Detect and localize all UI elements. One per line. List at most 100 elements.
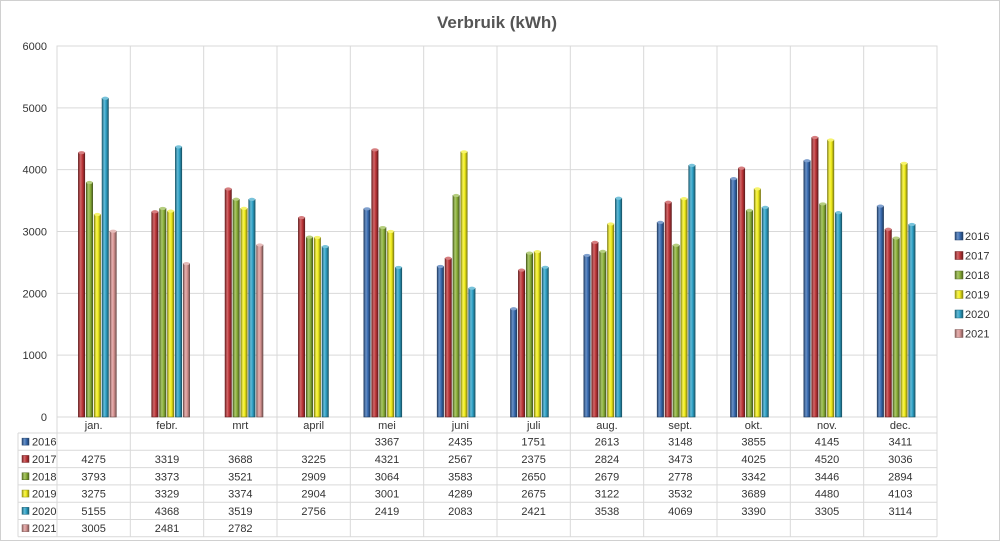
bar-2021-febr.[interactable]: [182, 263, 190, 418]
bar-top-2018-mrt: [232, 197, 240, 201]
bar-2017-dec.[interactable]: [884, 228, 892, 418]
bar-top-2019-juli: [534, 249, 541, 254]
bar-2018-aug.[interactable]: [599, 251, 607, 418]
bar-2020-okt.[interactable]: [761, 207, 769, 418]
chart-title: Verbruik (kWh): [437, 13, 557, 32]
bar-2016-dec.[interactable]: [876, 205, 884, 418]
table-cell: 4103: [888, 489, 912, 501]
table-cell: 2083: [448, 506, 472, 518]
table-cell: 4480: [815, 489, 839, 501]
bar-top-2016-nov.: [803, 159, 811, 163]
bar-2017-nov.[interactable]: [811, 137, 819, 418]
bar-2018-april[interactable]: [305, 236, 313, 418]
bar-top-2018-jan.: [86, 180, 93, 185]
bar-top-2019-dec.: [900, 161, 908, 165]
table-cell: 3538: [595, 506, 619, 518]
bar-2019-okt.[interactable]: [753, 188, 761, 418]
bar-2019-april[interactable]: [313, 237, 321, 418]
table-cell: 3148: [668, 437, 692, 449]
bar-2019-febr.[interactable]: [167, 210, 175, 418]
bar-2020-nov.[interactable]: [835, 212, 843, 418]
bar-2017-aug.[interactable]: [591, 242, 599, 418]
bar-2018-mrt[interactable]: [232, 198, 240, 418]
bar-2016-mei[interactable]: [363, 208, 371, 418]
bar-2017-juli[interactable]: [518, 269, 526, 418]
table-cell: 3001: [375, 489, 399, 501]
bar-2019-jan.[interactable]: [93, 214, 101, 418]
bar-2017-juni[interactable]: [444, 257, 452, 418]
bar-2016-sept.[interactable]: [656, 222, 664, 418]
bar-2020-jan.[interactable]: [101, 97, 109, 418]
table-row-label: 2017: [32, 454, 56, 466]
bar-2019-dec.[interactable]: [900, 162, 908, 418]
bar-2017-sept.[interactable]: [664, 201, 672, 418]
bar-2020-mei[interactable]: [395, 267, 403, 418]
table-cell: 3473: [668, 454, 692, 466]
bar-2017-febr.[interactable]: [151, 211, 159, 418]
bar-2017-mrt[interactable]: [224, 188, 232, 418]
bar-2019-aug.[interactable]: [607, 223, 615, 418]
table-cell: 2824: [595, 454, 619, 466]
bar-2021-mrt[interactable]: [256, 244, 264, 418]
bar-2018-febr.[interactable]: [159, 208, 167, 418]
table-cell: 2435: [448, 437, 472, 449]
y-tick-label: 5000: [23, 103, 47, 115]
bar-2016-nov.[interactable]: [803, 160, 811, 418]
bar-2020-juni[interactable]: [468, 287, 476, 418]
bar-top-2020-april: [322, 244, 329, 249]
bar-2016-juni[interactable]: [436, 266, 444, 418]
bar-2017-april[interactable]: [298, 217, 306, 418]
bar-2018-juni[interactable]: [452, 195, 460, 418]
bar-2020-febr.[interactable]: [175, 146, 183, 418]
bar-2021-jan.[interactable]: [109, 230, 117, 418]
bar-2017-mei[interactable]: [371, 149, 379, 418]
bar-2018-juli[interactable]: [525, 252, 533, 418]
table-cell: 3367: [375, 437, 399, 449]
bar-top-2016-juni: [437, 264, 444, 269]
table-cell: 3411: [889, 437, 913, 449]
legend-key-2020: [954, 309, 964, 319]
table-cell: 3005: [81, 523, 105, 535]
bar-2019-juni[interactable]: [460, 151, 468, 418]
bar-2016-juli[interactable]: [510, 308, 518, 418]
bar-top-2021-mrt: [256, 243, 263, 247]
table-cell: 2778: [668, 471, 692, 483]
bar-2018-jan.[interactable]: [85, 182, 93, 418]
bar-2019-mei[interactable]: [387, 231, 395, 418]
bar-top-2018-juni: [452, 193, 460, 198]
bar-2018-sept.[interactable]: [672, 244, 680, 418]
table-cell: 3446: [815, 471, 839, 483]
bar-2017-jan.[interactable]: [78, 152, 86, 418]
bar-top-2016-okt.: [730, 177, 737, 181]
table-cell: 3275: [81, 489, 105, 501]
table-cell: 4368: [155, 506, 179, 518]
bar-2020-aug.[interactable]: [615, 197, 623, 418]
table-key-2016: [21, 437, 30, 446]
table-cell: 2650: [521, 471, 545, 483]
bar-2019-nov.[interactable]: [827, 139, 835, 418]
bar-2016-okt.[interactable]: [730, 178, 738, 418]
table-cell: 4275: [81, 454, 105, 466]
bar-2018-nov.[interactable]: [819, 203, 827, 418]
table-cell: 3373: [155, 471, 179, 483]
table-cell: 2419: [375, 506, 399, 518]
y-tick-label: 6000: [23, 41, 47, 53]
bar-top-2018-sept.: [672, 243, 680, 247]
bar-top-2017-nov.: [811, 135, 819, 140]
bar-2020-juli[interactable]: [541, 267, 549, 418]
bar-2018-mei[interactable]: [379, 227, 387, 418]
table-key-2020: [21, 507, 30, 515]
bar-2018-dec.[interactable]: [892, 237, 900, 418]
bar-2018-okt.[interactable]: [745, 210, 753, 418]
table-cell: 3532: [668, 489, 692, 501]
bar-2020-sept.[interactable]: [688, 165, 696, 418]
bar-2020-april[interactable]: [321, 246, 329, 418]
table-cell: 3583: [448, 471, 472, 483]
bar-2020-mrt[interactable]: [248, 199, 256, 418]
bar-2020-dec.[interactable]: [908, 224, 916, 418]
bar-2019-sept.[interactable]: [680, 198, 688, 418]
bar-2019-mrt[interactable]: [240, 208, 248, 418]
bar-2016-aug.[interactable]: [583, 255, 591, 418]
bar-2017-okt.[interactable]: [738, 167, 746, 418]
bar-2019-juli[interactable]: [533, 251, 541, 418]
